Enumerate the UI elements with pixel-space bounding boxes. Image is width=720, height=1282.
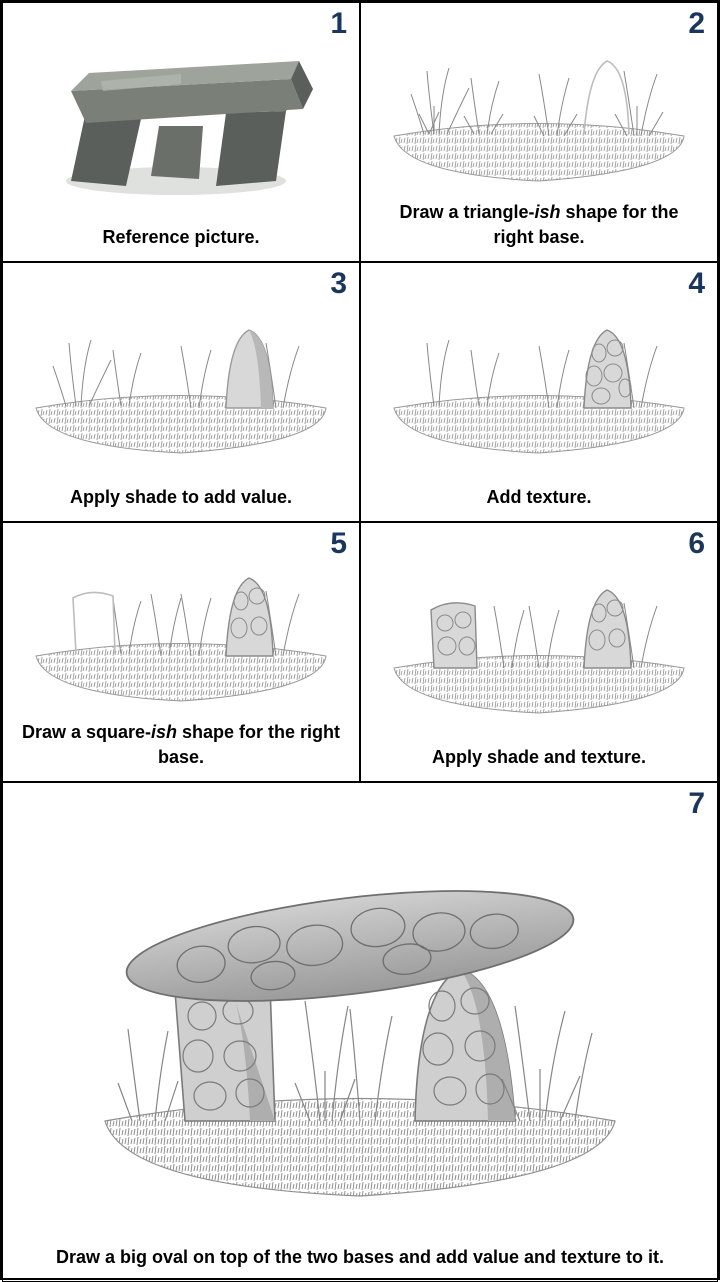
step-number: 2 <box>688 7 705 41</box>
caption-pre: Draw a square- <box>22 722 151 742</box>
caption-pre: Draw a triangle- <box>399 202 534 222</box>
step-5: 5 <box>2 522 360 782</box>
step-caption: Draw a square-ish shape for the right ba… <box>13 716 349 771</box>
step-caption: Draw a big oval on top of the two bases … <box>50 1241 670 1271</box>
step-5-illustration <box>13 531 349 716</box>
step-number: 5 <box>330 527 347 561</box>
step-caption: Draw a triangle-ish shape for the right … <box>371 196 707 251</box>
caption-ish: ish <box>151 722 177 742</box>
sketch-step3-icon <box>21 288 341 463</box>
step-caption: Apply shade and texture. <box>426 741 652 771</box>
caption-ish: ish <box>535 202 561 222</box>
tutorial-grid: 1 Reference picture. <box>0 0 720 1280</box>
sketch-step4-icon <box>379 288 699 463</box>
step-number: 6 <box>688 527 705 561</box>
reference-rock-icon <box>31 31 331 201</box>
step-number: 1 <box>330 7 347 41</box>
sketch-step6-icon <box>379 548 699 723</box>
step-number: 3 <box>330 267 347 301</box>
sketch-step5-icon <box>21 536 341 711</box>
step-caption: Reference picture. <box>96 221 265 251</box>
step-2-illustration <box>371 11 707 196</box>
step-caption: Add texture. <box>480 481 597 511</box>
step-3: 3 Apply sh <box>2 262 360 522</box>
step-6: 6 <box>360 522 718 782</box>
step-7: 7 <box>2 782 718 1282</box>
step-number: 4 <box>688 267 705 301</box>
step-number: 7 <box>688 787 705 821</box>
step-7-illustration <box>13 791 707 1241</box>
step-4: 4 <box>360 262 718 522</box>
sketch-step2-icon <box>379 16 699 191</box>
sketch-step7-icon <box>70 821 650 1211</box>
step-caption: Apply shade to add value. <box>64 481 298 511</box>
step-1: 1 Reference picture. <box>2 2 360 262</box>
step-1-illustration <box>13 11 349 221</box>
caption-post: shape for the right base. <box>158 722 340 766</box>
step-3-illustration <box>13 271 349 481</box>
step-4-illustration <box>371 271 707 481</box>
step-2: 2 <box>360 2 718 262</box>
step-6-illustration <box>371 531 707 741</box>
